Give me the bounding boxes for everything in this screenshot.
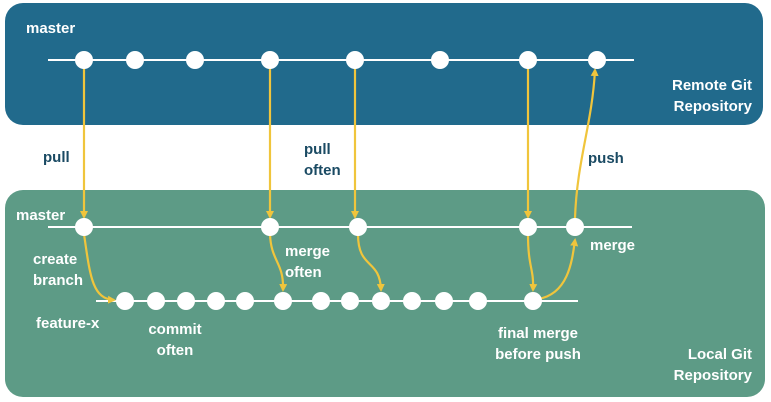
merge-often-arrow-2 [356,233,385,292]
pull-label: pull [43,149,70,166]
create-branch-label: create branch [33,251,84,289]
remote-commit [186,51,204,69]
push-arrow [573,68,599,219]
merge-often-label: merge often [285,243,331,281]
remote-commit [75,51,93,69]
local-master-commit [349,218,367,236]
merge-label: merge [590,237,636,254]
remote-master-label: master [26,20,76,37]
remote-commit [126,51,144,69]
feature-commit [177,292,195,310]
remote-commit [431,51,449,69]
local-master-commit [261,218,279,236]
remote-commit [346,51,364,69]
feature-commit [147,292,165,310]
pull-often-label: pull often [304,141,341,179]
feature-commit [403,292,421,310]
remote-repository-title: Remote Git Repository [671,77,752,115]
feature-commit [312,292,330,310]
feature-commit [116,292,134,310]
feature-commit [372,292,390,310]
feature-commit [469,292,487,310]
feature-x-label: feature-x [36,315,100,332]
final-merge-arrow-1 [526,233,538,292]
local-master-label: master [16,207,66,224]
local-repository-title: Local Git Repository [673,346,752,384]
merge-often-arrow-1 [268,233,288,292]
remote-commit [261,51,279,69]
feature-commit [207,292,225,310]
local-master-commit [519,218,537,236]
local-master-commit [566,218,584,236]
commit-often-label: commit often [148,321,202,359]
final-merge-arrow-2 [537,238,579,301]
remote-commit [519,51,537,69]
remote-commit [588,51,606,69]
feature-commit [236,292,254,310]
create-branch-arrow [82,233,116,304]
feature-commit [524,292,542,310]
push-label: push [588,150,624,167]
feature-commit [274,292,292,310]
feature-commit [341,292,359,310]
final-merge-label: final merge before push [495,325,581,363]
feature-commit [435,292,453,310]
local-master-commit [75,218,93,236]
